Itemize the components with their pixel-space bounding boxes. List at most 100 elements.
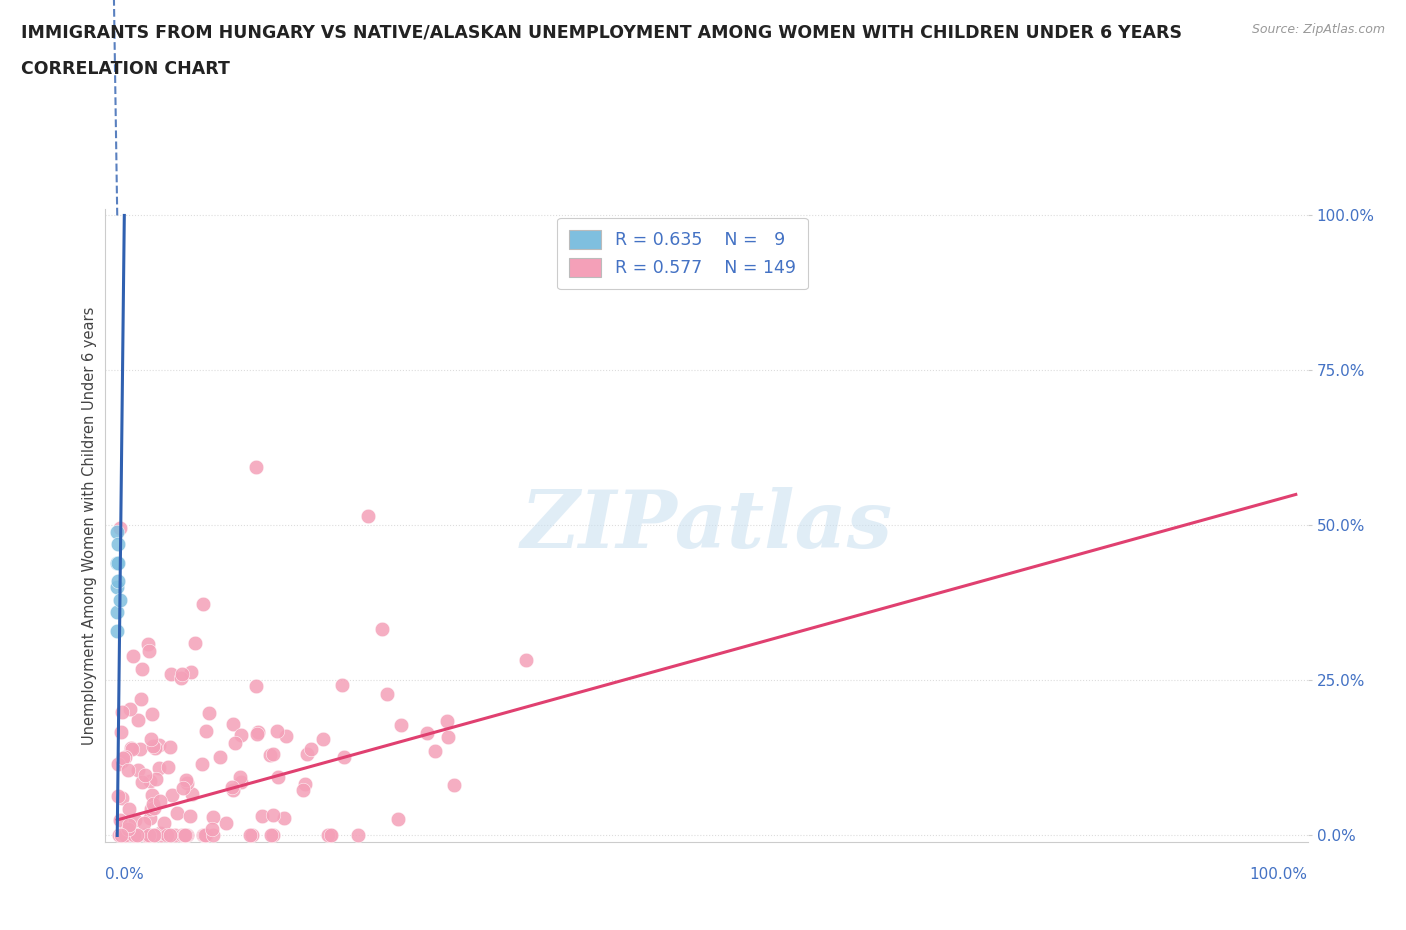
Point xyxy=(174,773,197,788)
Point xyxy=(245,460,267,475)
Point xyxy=(160,788,183,803)
Point xyxy=(245,679,267,694)
Point xyxy=(143,828,166,843)
Point xyxy=(111,704,134,719)
Point xyxy=(194,724,217,738)
Point xyxy=(195,828,218,843)
Point xyxy=(108,592,131,607)
Point xyxy=(105,604,128,619)
Point xyxy=(159,828,181,843)
Point xyxy=(222,717,245,732)
Point xyxy=(180,787,202,802)
Point xyxy=(111,828,134,843)
Point xyxy=(143,828,166,843)
Point xyxy=(105,555,128,570)
Point xyxy=(415,725,437,740)
Point xyxy=(229,770,252,785)
Point xyxy=(221,780,243,795)
Point xyxy=(273,810,295,825)
Point xyxy=(176,828,198,843)
Text: Source: ZipAtlas.com: Source: ZipAtlas.com xyxy=(1251,23,1385,36)
Point xyxy=(240,828,263,843)
Point xyxy=(107,537,129,551)
Point xyxy=(152,816,174,830)
Point xyxy=(138,774,160,789)
Point xyxy=(389,718,412,733)
Point xyxy=(129,692,152,707)
Point xyxy=(108,828,131,843)
Point xyxy=(111,753,134,768)
Point xyxy=(201,821,224,836)
Point xyxy=(423,743,446,758)
Point xyxy=(191,596,214,611)
Point xyxy=(193,828,215,843)
Point xyxy=(436,730,458,745)
Point xyxy=(120,740,142,755)
Point xyxy=(387,811,409,826)
Point xyxy=(201,809,224,824)
Text: CORRELATION CHART: CORRELATION CHART xyxy=(21,60,231,78)
Point xyxy=(239,828,262,843)
Point xyxy=(118,802,141,817)
Point xyxy=(136,828,159,843)
Point xyxy=(346,828,368,843)
Point xyxy=(222,782,245,797)
Point xyxy=(246,724,269,739)
Point xyxy=(105,525,128,539)
Point xyxy=(122,828,145,843)
Point xyxy=(118,824,141,839)
Point xyxy=(312,732,335,747)
Point xyxy=(138,828,160,843)
Point xyxy=(224,736,246,751)
Text: 0.0%: 0.0% xyxy=(105,867,145,882)
Point xyxy=(117,821,139,836)
Point xyxy=(141,802,163,817)
Point xyxy=(318,828,340,843)
Point xyxy=(115,828,138,843)
Point xyxy=(299,742,322,757)
Point xyxy=(134,828,156,843)
Point xyxy=(118,817,141,832)
Point xyxy=(127,828,149,843)
Text: 100.0%: 100.0% xyxy=(1250,867,1308,882)
Point xyxy=(114,828,136,843)
Point xyxy=(149,793,172,808)
Point xyxy=(215,816,238,830)
Point xyxy=(122,648,145,663)
Point xyxy=(122,828,145,843)
Point xyxy=(191,756,214,771)
Point xyxy=(266,724,288,738)
Point xyxy=(180,664,202,679)
Point xyxy=(141,706,163,721)
Point xyxy=(107,757,129,772)
Point xyxy=(118,702,141,717)
Point xyxy=(515,653,537,668)
Point xyxy=(134,816,156,830)
Point xyxy=(128,742,150,757)
Point xyxy=(134,768,156,783)
Point xyxy=(252,808,274,823)
Point xyxy=(112,751,135,765)
Point xyxy=(107,555,129,570)
Point xyxy=(136,636,159,651)
Point xyxy=(193,828,215,843)
Point xyxy=(125,828,148,843)
Point xyxy=(143,740,166,755)
Point xyxy=(145,772,167,787)
Point xyxy=(105,580,128,595)
Point xyxy=(112,828,135,843)
Point xyxy=(231,775,253,790)
Point xyxy=(148,737,170,752)
Point xyxy=(110,813,132,828)
Point xyxy=(124,812,146,827)
Point xyxy=(198,705,221,720)
Point xyxy=(201,828,224,843)
Point xyxy=(375,686,398,701)
Legend: R = 0.635    N =   9, R = 0.577    N = 149: R = 0.635 N = 9, R = 0.577 N = 149 xyxy=(557,218,807,289)
Y-axis label: Unemployment Among Women with Children Under 6 years: Unemployment Among Women with Children U… xyxy=(82,306,97,745)
Point xyxy=(208,750,231,764)
Point xyxy=(157,760,180,775)
Point xyxy=(131,775,153,790)
Text: IMMIGRANTS FROM HUNGARY VS NATIVE/ALASKAN UNEMPLOYMENT AMONG WOMEN WITH CHILDREN: IMMIGRANTS FROM HUNGARY VS NATIVE/ALASKA… xyxy=(21,23,1182,41)
Point xyxy=(159,739,181,754)
